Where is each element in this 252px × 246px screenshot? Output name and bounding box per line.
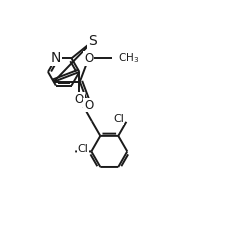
Text: CH$_3$: CH$_3$ (118, 51, 139, 65)
Text: O: O (75, 93, 84, 106)
Text: Cl: Cl (78, 144, 88, 154)
Text: O: O (84, 52, 93, 65)
Text: S: S (88, 34, 97, 48)
Text: N: N (51, 51, 61, 65)
Text: O: O (84, 99, 93, 111)
Text: Cl: Cl (113, 114, 124, 124)
